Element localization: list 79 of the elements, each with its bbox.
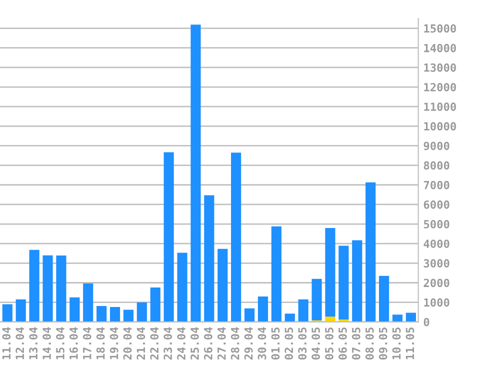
bar (2, 304, 12, 322)
bar (190, 24, 201, 322)
x-tick-label: 20.04 (123, 327, 132, 360)
x-tick-label: 02.05 (284, 328, 294, 360)
y-tick-label: 4000 (424, 240, 450, 248)
x-tick-label: 11.05 (406, 328, 414, 360)
bar (218, 248, 228, 322)
x-tick-label: 05.05 (325, 328, 334, 360)
bar (271, 226, 282, 322)
x-tick-label: 01.05 (271, 328, 280, 360)
x-tick-label: 08.05 (365, 328, 374, 360)
x-tick-label: 12.04 (16, 327, 24, 360)
y-tick-label: 6000 (424, 200, 450, 209)
x-tick-label: 09.05 (378, 328, 388, 360)
y-tick-label: 2000 (424, 278, 450, 288)
bar (16, 299, 26, 322)
y-tick-label: 7000 (424, 180, 450, 190)
bar (325, 228, 336, 317)
bar (110, 307, 120, 322)
x-tick-label: 22.04 (150, 327, 159, 360)
x-tick-label: 28.04 (230, 327, 240, 360)
x-tick-label: 16.04 (69, 327, 78, 360)
bar (150, 287, 160, 322)
bar (204, 195, 214, 322)
bar (338, 246, 349, 320)
bar (70, 297, 80, 322)
bar (392, 314, 403, 322)
y-tick-label: 12000 (424, 82, 456, 92)
x-tick-label: 10.05 (392, 328, 401, 360)
x-tick-label: 21.04 (136, 327, 146, 360)
bar (83, 284, 94, 322)
y-tick-label: 1000 (424, 298, 450, 307)
y-tick-label: 3000 (424, 259, 450, 268)
x-tick-label: 07.05 (352, 328, 360, 360)
bar (258, 296, 268, 322)
y-tick-label: 10000 (424, 122, 456, 131)
bar (136, 302, 147, 322)
bar (284, 314, 295, 322)
x-tick-label: 23.04 (164, 327, 172, 360)
bar (298, 299, 308, 322)
bar (406, 312, 416, 322)
x-tick-label: 27.04 (217, 327, 226, 360)
y-tick-label: 15000 (424, 24, 456, 33)
y-tick-label: 8000 (424, 161, 450, 170)
y-tick-label: 5000 (424, 220, 450, 228)
x-tick-label: 06.05 (338, 328, 347, 360)
bar (366, 182, 376, 322)
bar (352, 240, 362, 322)
bar (378, 276, 390, 322)
y-tick-label: 0 (424, 318, 430, 326)
bar (177, 252, 188, 322)
bar (96, 306, 107, 322)
bar (244, 308, 255, 322)
x-tick-label: 18.04 (96, 327, 105, 360)
bar (312, 278, 322, 320)
x-tick-label: 29.04 (244, 327, 253, 360)
x-tick-label: 19.04 (110, 327, 118, 360)
x-tick-label: 30.04 (258, 327, 266, 360)
x-tick-label: 17.04 (82, 327, 92, 360)
x-tick-label: 26.04 (204, 327, 212, 360)
x-tick-label: 25.04 (190, 327, 199, 360)
y-tick-label: 9000 (424, 142, 450, 150)
bar (42, 255, 53, 322)
y-tick-label: 11000 (424, 102, 456, 111)
bar (325, 316, 336, 322)
bar (29, 250, 40, 322)
y-tick-label: 14000 (424, 44, 456, 52)
bar (164, 152, 174, 322)
bar (56, 256, 66, 322)
x-tick-label: 15.04 (56, 327, 64, 360)
bar (231, 152, 242, 322)
x-tick-label: 14.04 (42, 327, 51, 360)
x-tick-label: 24.04 (177, 327, 186, 360)
x-tick-label: 04.05 (312, 328, 320, 360)
x-tick-label: 13.04 (29, 327, 38, 360)
x-tick-label: 11.04 (2, 327, 11, 360)
y-tick-label: 13000 (424, 63, 456, 72)
x-tick-label: 03.05 (298, 328, 307, 360)
bar (123, 310, 134, 322)
